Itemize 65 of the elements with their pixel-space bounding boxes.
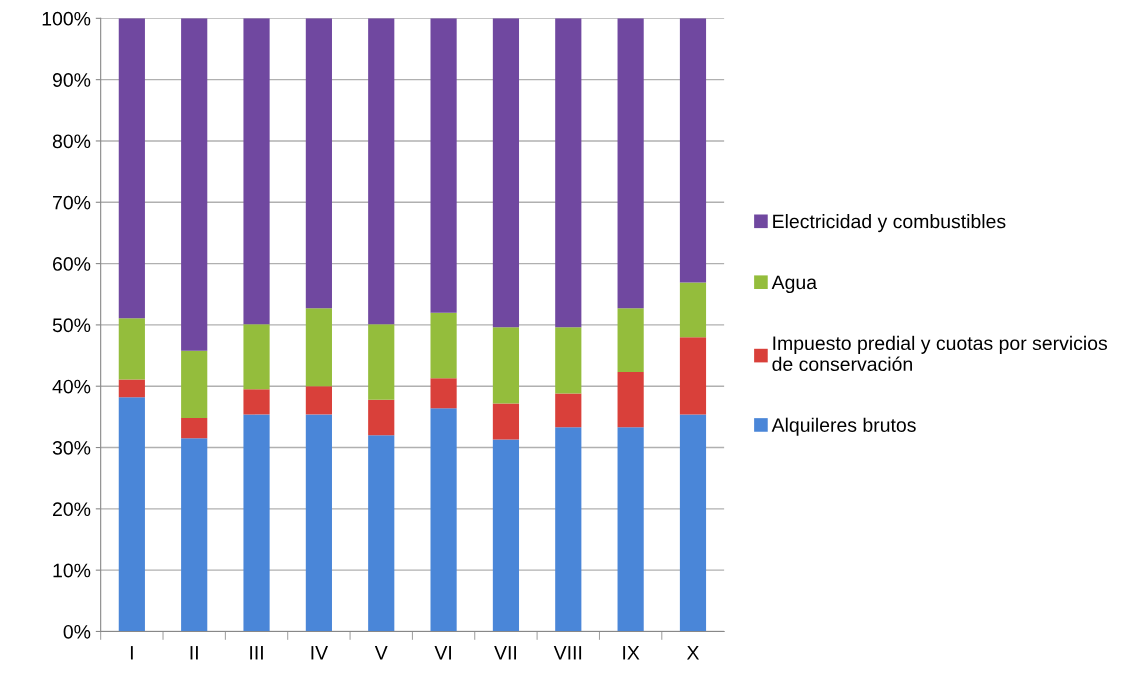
bar <box>368 324 395 400</box>
y-tick-label: 90% <box>52 73 91 87</box>
bar <box>368 435 395 632</box>
bar <box>181 438 208 632</box>
x-tick-label: VIII <box>553 646 582 660</box>
bar <box>305 18 332 309</box>
legend-label: Agua <box>771 275 818 294</box>
bar <box>617 372 644 428</box>
bar <box>368 399 395 436</box>
x-tick-label: IV <box>311 646 328 660</box>
y-tick-label: 50% <box>52 318 91 333</box>
bar <box>118 18 145 319</box>
bar <box>243 324 270 390</box>
x-tick-label: II <box>190 646 198 660</box>
bar <box>430 378 457 409</box>
bar <box>243 18 270 325</box>
bar <box>555 327 582 394</box>
y-tick-label: 20% <box>53 502 91 517</box>
y-tick-label: 80% <box>52 134 91 149</box>
bar <box>243 414 270 632</box>
bar <box>430 312 457 379</box>
legend-label: Alquileres brutos <box>771 417 916 436</box>
bar <box>679 414 707 632</box>
bar <box>430 408 457 632</box>
x-tick-label: VII <box>494 646 517 660</box>
bar <box>555 427 582 632</box>
bar <box>305 414 332 632</box>
legend-label: Impuesto predial y cuotas por servicios de conservación <box>772 335 1108 372</box>
bar <box>118 397 145 632</box>
bar <box>679 282 707 338</box>
x-tick-label: IX <box>623 646 640 660</box>
bar <box>305 386 332 415</box>
y-tick-label: 30% <box>52 441 91 455</box>
bar <box>617 18 644 309</box>
bar <box>679 18 707 283</box>
y-tick-label: 70% <box>53 195 91 210</box>
x-tick-label: VI <box>434 646 451 660</box>
bar <box>679 337 707 415</box>
bar <box>181 18 208 351</box>
x-tick-label: III <box>250 646 263 660</box>
y-tick-label: 40% <box>52 379 91 394</box>
bar <box>430 18 457 313</box>
bar <box>492 18 520 328</box>
x-tick-label: I <box>130 646 133 660</box>
legend-label: Electricidad y combustibles <box>773 214 1006 233</box>
bar <box>368 18 395 325</box>
y-tick-label: 0% <box>63 624 91 639</box>
bar <box>555 18 582 328</box>
bar <box>617 427 644 632</box>
y-tick-label: 100% <box>42 11 91 26</box>
bar <box>118 318 145 380</box>
bar <box>492 327 520 404</box>
bar <box>492 403 520 440</box>
bar <box>305 308 332 387</box>
y-tick-label: 10% <box>53 563 91 578</box>
bar <box>555 393 582 428</box>
y-tick-label: 60% <box>53 257 91 271</box>
bar <box>118 379 145 398</box>
bar <box>617 308 644 373</box>
x-tick-label: X <box>686 646 700 660</box>
bar <box>181 350 208 419</box>
bar <box>492 439 520 632</box>
bar <box>181 418 208 439</box>
bar <box>243 389 270 415</box>
x-tick-label: V <box>374 646 388 660</box>
